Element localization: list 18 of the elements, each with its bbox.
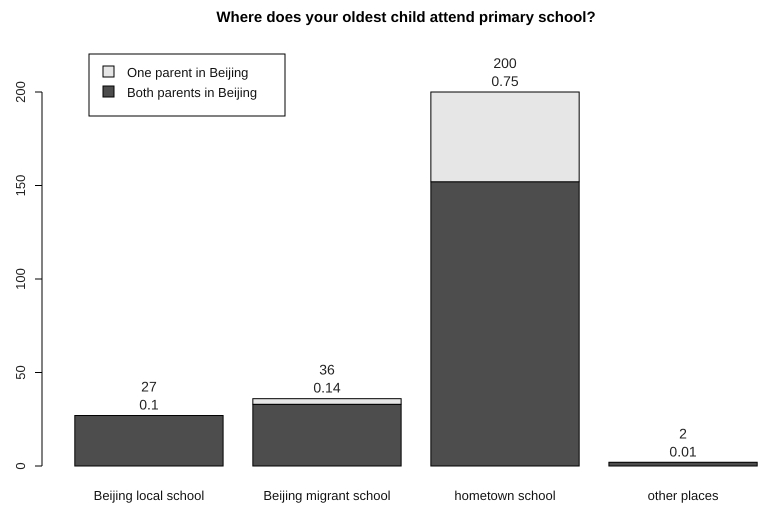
- legend-label: One parent in Beijing: [127, 65, 248, 80]
- y-tick-label: 200: [13, 81, 28, 103]
- total-label: 27 0.1: [139, 378, 159, 413]
- y-tick-label: 150: [13, 174, 28, 196]
- y-tick-label: 50: [13, 365, 28, 380]
- chart-title: Where does your oldest child attend primary school?: [216, 9, 596, 26]
- x-tick-label: Beijing migrant school: [263, 488, 391, 503]
- bar: [74, 415, 224, 466]
- total-label: 36 0.14: [313, 362, 341, 396]
- bar: [608, 462, 758, 466]
- y-tick-label: 0: [13, 462, 28, 470]
- x-tick-label: Beijing local school: [94, 488, 204, 503]
- x-tick-label: hometown school: [454, 488, 556, 503]
- total-label: 2 0.01: [669, 425, 697, 460]
- y-tick-label: 100: [13, 268, 28, 290]
- x-tick-label: other places: [648, 488, 719, 503]
- legend-label: Both parents in Beijing: [127, 85, 258, 100]
- total-label: 200 0.75: [491, 55, 519, 89]
